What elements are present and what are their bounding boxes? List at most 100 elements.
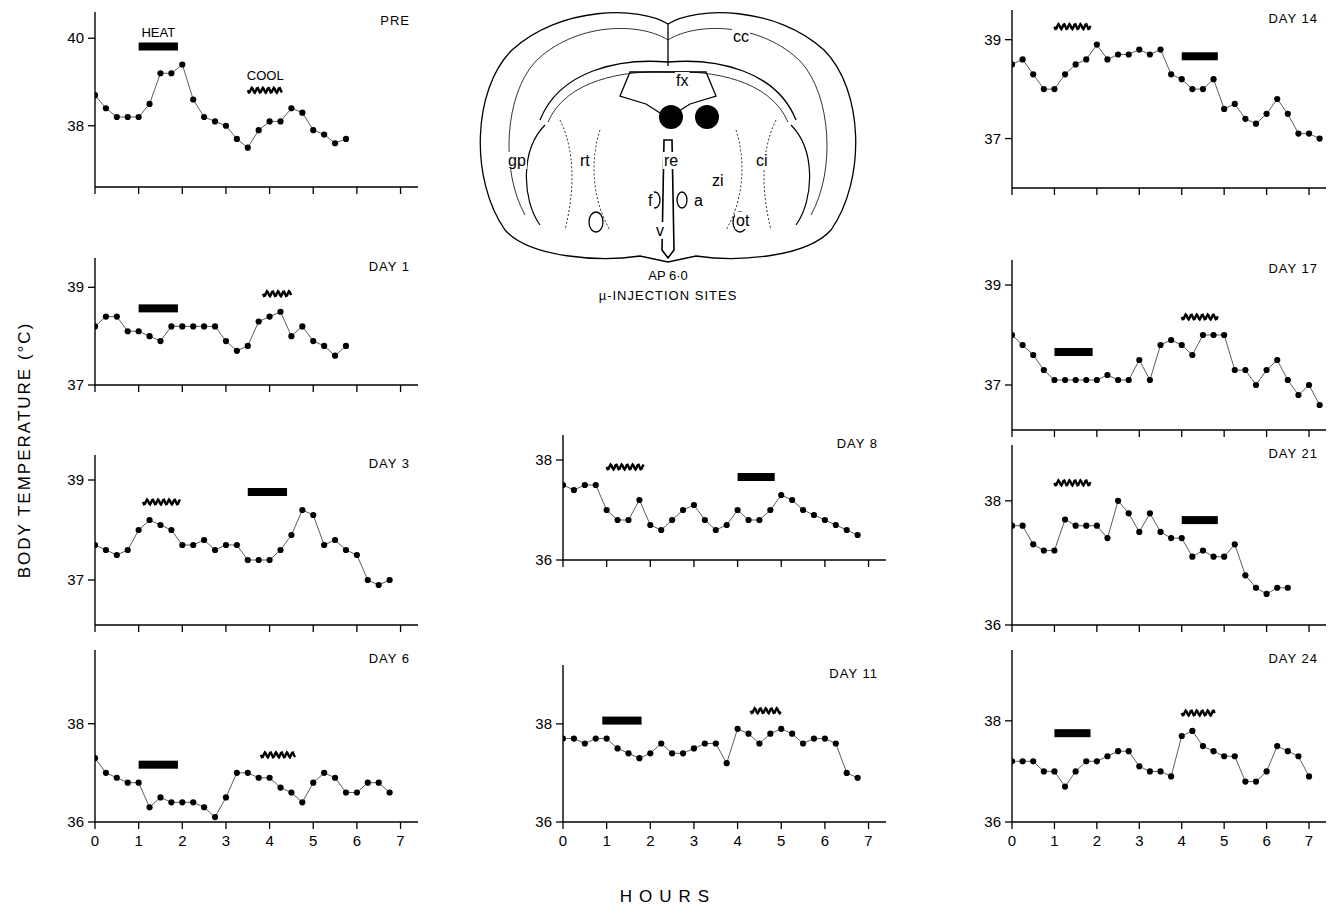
- panel: 012345673638DAY 24: [984, 650, 1326, 849]
- x-tick: [182, 822, 183, 829]
- data-point: [245, 770, 251, 776]
- y-tick: [556, 821, 563, 822]
- x-tick: [138, 187, 139, 194]
- data-point: [800, 740, 806, 746]
- data-point: [1253, 778, 1259, 784]
- data-point: [1295, 131, 1301, 137]
- heat-bar: [139, 761, 178, 769]
- data-point: [266, 775, 272, 781]
- data-point: [734, 726, 740, 732]
- x-tick-label: 2: [1093, 832, 1101, 849]
- data-point: [1136, 529, 1142, 535]
- data-point: [1041, 768, 1047, 774]
- data-point: [1115, 377, 1121, 383]
- data-point: [256, 557, 262, 563]
- data-point: [1062, 71, 1068, 77]
- data-point: [1274, 357, 1280, 363]
- data-point: [321, 131, 327, 137]
- data-point: [1274, 743, 1280, 749]
- data-point: [1179, 535, 1185, 541]
- x-tick: [313, 625, 314, 632]
- data-group: [95, 309, 349, 359]
- data-point: [658, 527, 664, 533]
- x-tick: [1139, 430, 1140, 437]
- data-point: [811, 735, 817, 741]
- data-point: [1189, 554, 1195, 560]
- data-point: [179, 61, 185, 67]
- data-point: [1285, 377, 1291, 383]
- data-point: [1179, 76, 1185, 82]
- data-point: [1012, 758, 1015, 764]
- data-point: [658, 740, 664, 746]
- label-backdrop: [755, 152, 769, 169]
- x-tick: [693, 822, 694, 829]
- cool-bar: [1182, 315, 1218, 320]
- x-tick: [94, 822, 95, 829]
- data-point: [1274, 96, 1280, 102]
- data-point: [288, 333, 294, 339]
- data-point: [146, 517, 152, 523]
- data-point: [168, 70, 174, 76]
- x-tick: [868, 560, 869, 567]
- data-point: [789, 497, 795, 503]
- data-point: [234, 770, 240, 776]
- data-point: [1317, 402, 1323, 408]
- x-tick: [1224, 188, 1225, 195]
- data-point: [778, 726, 784, 732]
- data-point: [1136, 357, 1142, 363]
- data-point: [1083, 758, 1089, 764]
- data-point: [266, 557, 272, 563]
- data-point: [1221, 753, 1227, 759]
- x-tick-label: 4: [1178, 832, 1186, 849]
- x-tick-label: 4: [733, 832, 741, 849]
- data-point: [1062, 516, 1068, 522]
- data-point: [376, 582, 382, 588]
- data-point: [1126, 510, 1132, 516]
- data-point: [277, 785, 283, 791]
- y-tick-label: 36: [984, 616, 1001, 633]
- data-point: [713, 740, 719, 746]
- x-tick: [1139, 822, 1140, 829]
- data-point: [332, 775, 338, 781]
- y-tick-label: 38: [67, 715, 84, 732]
- data-point: [833, 522, 839, 528]
- data-point: [1012, 523, 1015, 529]
- x-tick-label: 1: [1050, 832, 1058, 849]
- panel: 3840PREHEATCOOL: [67, 12, 418, 194]
- heat-bar: [602, 717, 641, 725]
- x-tick: [1266, 822, 1267, 829]
- heat-bar: [738, 473, 775, 481]
- y-tick: [556, 559, 563, 560]
- data-point: [680, 507, 686, 513]
- region-label: ci: [756, 152, 768, 169]
- data-point: [1253, 121, 1259, 127]
- cool-bar: [1054, 480, 1090, 485]
- data-point: [1242, 116, 1248, 122]
- data-point: [256, 775, 262, 781]
- y-tick-label: 39: [984, 276, 1001, 293]
- data-point: [223, 123, 229, 129]
- data-point: [1168, 71, 1174, 77]
- y-axis: [94, 258, 95, 385]
- data-point: [604, 735, 610, 741]
- x-tick: [1224, 430, 1225, 437]
- x-axis: [1012, 187, 1326, 188]
- data-point: [1094, 377, 1100, 383]
- data-group: [563, 482, 861, 538]
- data-point: [1168, 773, 1174, 779]
- data-point: [245, 343, 251, 349]
- data-point: [1147, 377, 1153, 383]
- series-line: [95, 65, 346, 148]
- y-tick-label: 39: [984, 31, 1001, 48]
- series-line: [1012, 335, 1320, 405]
- x-tick: [1224, 625, 1225, 632]
- x-axis: [1012, 821, 1326, 822]
- heat-bar: [1054, 729, 1090, 737]
- data-point: [724, 760, 730, 766]
- x-axis: [563, 559, 886, 560]
- x-tick: [225, 187, 226, 194]
- x-tick: [1266, 625, 1267, 632]
- data-point: [636, 755, 642, 761]
- data-point: [1020, 523, 1026, 529]
- x-tick: [1011, 625, 1012, 632]
